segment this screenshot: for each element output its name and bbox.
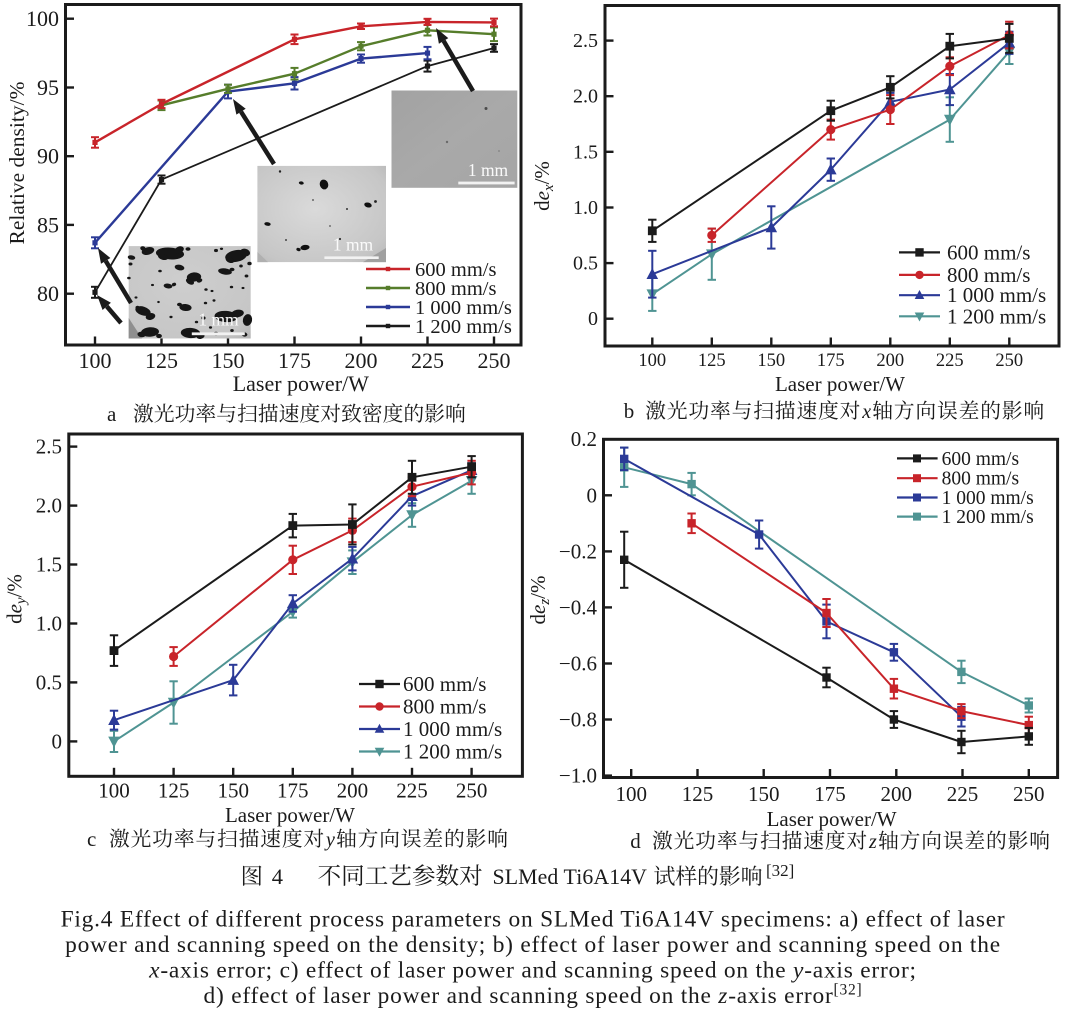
svg-text:85: 85 bbox=[37, 212, 59, 237]
svg-text:200: 200 bbox=[337, 779, 369, 803]
svg-text:800 mm/s: 800 mm/s bbox=[415, 278, 496, 300]
svg-text:−0.2: −0.2 bbox=[559, 539, 597, 563]
svg-text:−1.0: −1.0 bbox=[559, 764, 597, 788]
svg-text:0: 0 bbox=[588, 308, 598, 330]
svg-text:90: 90 bbox=[37, 144, 59, 169]
svg-text:225: 225 bbox=[411, 348, 444, 373]
svg-text:1 000 mm/s: 1 000 mm/s bbox=[415, 297, 512, 319]
svg-text:dez/%: dez/% bbox=[526, 576, 553, 625]
svg-text:4: 4 bbox=[272, 864, 283, 889]
svg-text:100: 100 bbox=[26, 6, 59, 31]
svg-text:Laser power/W: Laser power/W bbox=[225, 803, 355, 827]
svg-text:Relative density/%: Relative density/% bbox=[5, 81, 29, 244]
svg-text:250: 250 bbox=[478, 348, 511, 373]
svg-text:−0.6: −0.6 bbox=[559, 652, 597, 676]
svg-text:600 mm/s: 600 mm/s bbox=[942, 449, 1019, 470]
svg-text:1 200 mm/s: 1 200 mm/s bbox=[415, 316, 512, 338]
svg-text:−0.4: −0.4 bbox=[559, 595, 598, 619]
svg-text:1 200 mm/s: 1 200 mm/s bbox=[403, 740, 502, 764]
svg-text:800 mm/s: 800 mm/s bbox=[942, 469, 1019, 490]
svg-text:power and scanning speed on th: power and scanning speed on the density;… bbox=[65, 932, 1001, 958]
svg-text:SLMed Ti6A14V: SLMed Ti6A14V bbox=[493, 865, 648, 889]
svg-text:125: 125 bbox=[682, 782, 714, 806]
svg-text:y: y bbox=[324, 829, 335, 851]
svg-text:175: 175 bbox=[277, 779, 309, 803]
svg-text:225: 225 bbox=[947, 782, 979, 806]
svg-text:80: 80 bbox=[37, 281, 59, 306]
svg-text:150: 150 bbox=[217, 779, 249, 803]
svg-text:−0.8: −0.8 bbox=[559, 708, 597, 732]
svg-text:2.0: 2.0 bbox=[573, 86, 598, 108]
svg-text:0.5: 0.5 bbox=[573, 253, 598, 275]
svg-text:1 000 mm/s: 1 000 mm/s bbox=[403, 717, 502, 741]
svg-text:175: 175 bbox=[814, 782, 846, 806]
svg-text:800 mm/s: 800 mm/s bbox=[403, 695, 486, 719]
svg-text:150: 150 bbox=[748, 782, 780, 806]
svg-text:2.5: 2.5 bbox=[573, 30, 598, 52]
svg-text:Fig.4 Effect of different proc: Fig.4 Effect of different process parame… bbox=[61, 907, 1006, 933]
svg-text:Laser power/W: Laser power/W bbox=[775, 372, 905, 396]
svg-text:100: 100 bbox=[98, 779, 130, 803]
svg-text:1.5: 1.5 bbox=[573, 141, 598, 163]
svg-text:1 000 mm/s: 1 000 mm/s bbox=[947, 283, 1046, 307]
svg-text:[32]: [32] bbox=[766, 861, 794, 880]
svg-text:2.0: 2.0 bbox=[36, 494, 62, 518]
svg-text:1 000 mm/s: 1 000 mm/s bbox=[942, 488, 1034, 509]
svg-text:1.5: 1.5 bbox=[36, 553, 62, 577]
svg-text:175: 175 bbox=[278, 348, 311, 373]
svg-text:d: d bbox=[630, 829, 641, 853]
svg-text:1 200 mm/s: 1 200 mm/s bbox=[947, 304, 1046, 328]
svg-text:225: 225 bbox=[936, 351, 964, 371]
svg-text:100: 100 bbox=[615, 782, 647, 806]
svg-text:1 mm: 1 mm bbox=[198, 310, 239, 330]
svg-text:a: a bbox=[107, 402, 117, 426]
svg-text:dex/%: dex/% bbox=[530, 161, 557, 211]
svg-text:250: 250 bbox=[456, 779, 488, 803]
svg-text:0: 0 bbox=[587, 483, 598, 507]
svg-text:1.0: 1.0 bbox=[36, 612, 62, 636]
svg-text:150: 150 bbox=[212, 348, 245, 373]
svg-text:125: 125 bbox=[158, 779, 190, 803]
svg-text:200: 200 bbox=[876, 351, 904, 371]
svg-text:150: 150 bbox=[757, 351, 785, 371]
svg-text:0.5: 0.5 bbox=[36, 670, 62, 694]
svg-text:200: 200 bbox=[345, 348, 378, 373]
svg-text:2.5: 2.5 bbox=[36, 435, 62, 459]
svg-text:x-axis error; c) effect of las: x-axis error; c) effect of laser power a… bbox=[148, 958, 917, 984]
svg-text:1 mm: 1 mm bbox=[468, 160, 509, 180]
svg-text:1 200 mm/s: 1 200 mm/s bbox=[942, 507, 1034, 528]
svg-text:250: 250 bbox=[995, 351, 1023, 371]
svg-text:600 mm/s: 600 mm/s bbox=[415, 259, 496, 281]
svg-text:800 mm/s: 800 mm/s bbox=[947, 263, 1030, 287]
svg-text:600 mm/s: 600 mm/s bbox=[403, 672, 486, 696]
svg-text:d) effect of laser power and s: d) effect of laser power and scanning sp… bbox=[204, 982, 863, 1010]
svg-text:1.0: 1.0 bbox=[573, 197, 598, 219]
svg-text:100: 100 bbox=[79, 348, 112, 373]
svg-text:b: b bbox=[624, 399, 635, 423]
svg-text:dey/%: dey/% bbox=[3, 574, 30, 624]
svg-text:95: 95 bbox=[37, 75, 59, 100]
svg-text:250: 250 bbox=[1013, 782, 1045, 806]
svg-text:100: 100 bbox=[638, 351, 666, 371]
svg-text:z: z bbox=[868, 831, 877, 853]
svg-text:0: 0 bbox=[52, 729, 63, 753]
svg-text:x: x bbox=[861, 401, 871, 423]
svg-text:0.2: 0.2 bbox=[571, 427, 597, 451]
svg-text:1 mm: 1 mm bbox=[333, 235, 374, 255]
svg-text:c: c bbox=[87, 827, 96, 851]
svg-text:600 mm/s: 600 mm/s bbox=[947, 240, 1030, 264]
svg-text:225: 225 bbox=[396, 779, 428, 803]
svg-text:Laser power/W: Laser power/W bbox=[767, 807, 897, 831]
svg-text:Laser power/W: Laser power/W bbox=[233, 371, 369, 396]
svg-text:200: 200 bbox=[881, 782, 913, 806]
svg-text:125: 125 bbox=[698, 351, 726, 371]
svg-text:125: 125 bbox=[145, 348, 178, 373]
svg-text:175: 175 bbox=[817, 351, 845, 371]
